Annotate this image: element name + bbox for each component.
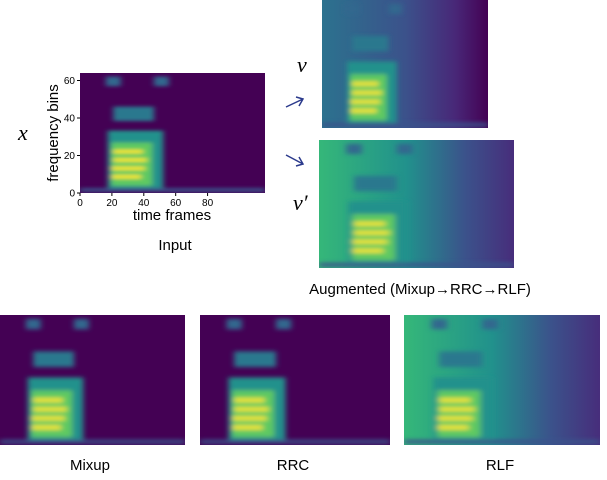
arrow — [286, 155, 303, 166]
rrc-caption: RRC — [277, 457, 310, 474]
x-axis-label: time frames — [133, 207, 211, 224]
augmented-caption: Augmented (Mixup→RRC→RLF) — [309, 281, 531, 298]
input-spectrogram — [80, 73, 265, 193]
x-tick-label: 0 — [77, 198, 83, 209]
v-prime-symbol: v′ — [293, 190, 309, 215]
arrow — [286, 97, 303, 107]
x-symbol: x — [17, 120, 28, 145]
y-tick-label: 20 — [64, 151, 76, 162]
augmented-v — [322, 0, 488, 128]
y-tick-label: 0 — [69, 189, 75, 200]
mixup-spectrogram — [0, 315, 185, 445]
figure: 0204060800204060 x frequency bins time f… — [0, 0, 607, 475]
rrc-spectrogram — [200, 315, 390, 445]
mixup-caption: Mixup — [70, 457, 110, 474]
input-caption: Input — [158, 237, 192, 254]
v-symbol: v — [297, 52, 307, 77]
x-tick-label: 20 — [106, 198, 118, 209]
augmented-v-prime — [319, 140, 514, 268]
y-tick-label: 40 — [64, 114, 76, 125]
y-tick-label: 60 — [64, 76, 76, 87]
rlf-spectrogram — [404, 315, 600, 445]
rlf-caption: RLF — [486, 457, 514, 474]
y-axis-label: frequency bins — [45, 84, 62, 182]
